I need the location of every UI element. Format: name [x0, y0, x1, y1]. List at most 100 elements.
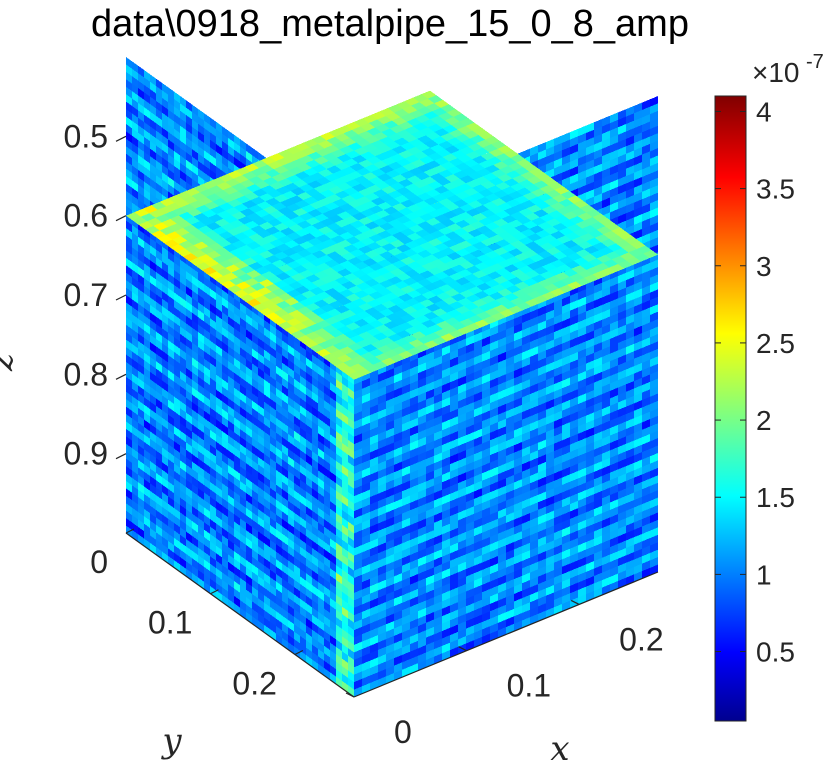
back-cell: [186, 390, 192, 402]
back-cell: [306, 439, 312, 452]
back-cell: [126, 421, 132, 434]
right-cell: [434, 370, 442, 382]
back-cell: [270, 577, 276, 589]
back-cell: [192, 357, 198, 370]
back-cell: [306, 550, 312, 563]
right-cell: [506, 408, 514, 419]
right-cell: [490, 347, 498, 359]
back-cell: [258, 471, 264, 484]
right-cell: [354, 604, 362, 616]
right-cell: [546, 570, 554, 581]
back-cell: [318, 500, 324, 512]
right-cell: [506, 534, 514, 546]
back-cell: [180, 438, 186, 450]
back-cell: [186, 464, 192, 477]
back-cell: [342, 383, 348, 396]
back-cell: [222, 572, 228, 585]
right-cell: [362, 392, 370, 404]
back-cell: [150, 349, 156, 362]
right-cell: [570, 590, 578, 601]
right-cell: [466, 432, 474, 443]
back-cell: [222, 326, 228, 339]
back-cell: [306, 357, 312, 370]
right-cell: [378, 512, 386, 524]
back-cell: [150, 498, 156, 510]
back-cell: [228, 487, 234, 500]
back-cell: [276, 574, 282, 586]
right-cell: [426, 478, 434, 489]
right-cell: [570, 419, 578, 430]
right-cell: [410, 618, 418, 630]
back-cell: [306, 498, 312, 511]
back-cell: [240, 310, 246, 322]
right-cell: [498, 389, 506, 400]
right-cell: [402, 480, 410, 492]
back-cell: [204, 336, 210, 348]
back-cell: [144, 174, 150, 186]
right-cell: [434, 519, 442, 531]
back-cell: [138, 511, 144, 524]
back-cell: [216, 575, 222, 588]
back-cell: [288, 463, 294, 476]
back-cell: [258, 315, 264, 328]
back-cell: [162, 268, 168, 281]
right-cell: [490, 503, 498, 515]
right-cell: [450, 408, 458, 420]
right-cell: [546, 480, 554, 492]
back-cell: [336, 379, 342, 391]
back-cell: [282, 585, 288, 598]
right-cell: [410, 581, 418, 593]
right-cell: [546, 146, 554, 157]
back-cell: [306, 565, 312, 578]
right-cell: [530, 502, 538, 514]
back-cell: [312, 614, 318, 627]
back-cell: [264, 401, 270, 414]
right-cell: [514, 523, 522, 535]
back-cell: [282, 474, 288, 486]
back-cell: [240, 436, 246, 449]
back-cell: [222, 497, 228, 510]
right-cell: [426, 589, 434, 601]
back-cell: [270, 458, 276, 470]
right-cell: [570, 575, 578, 586]
right-cell: [530, 532, 538, 543]
back-cell: [342, 502, 348, 515]
back-cell: [252, 348, 258, 361]
right-cell: [562, 518, 570, 530]
right-cell: [578, 363, 586, 375]
back-cell: [168, 94, 174, 107]
back-cell: [222, 341, 228, 354]
back-cell: [162, 164, 168, 177]
back-cell: [306, 365, 312, 377]
back-cell: [240, 488, 246, 501]
back-cell: [126, 332, 132, 344]
right-cell: [354, 641, 362, 653]
right-cell: [578, 467, 586, 479]
back-cell: [336, 408, 342, 421]
back-cell: [186, 494, 192, 507]
back-cell: [240, 458, 246, 471]
back-cell: [150, 96, 156, 109]
right-cell: [394, 588, 402, 599]
back-cell: [144, 449, 150, 461]
right-cell: [530, 413, 538, 424]
right-cell: [354, 671, 362, 683]
right-cell: [554, 336, 562, 347]
right-cell: [514, 508, 522, 520]
right-cell: [562, 466, 570, 478]
right-cell: [554, 485, 562, 496]
back-cell: [258, 575, 264, 588]
right-cell: [562, 504, 570, 515]
back-cell: [204, 574, 210, 586]
back-cell: [348, 380, 354, 393]
right-cell: [554, 425, 562, 437]
back-cell: [306, 394, 312, 407]
back-cell: [312, 443, 318, 456]
right-cell: [442, 546, 450, 557]
back-cell: [342, 405, 348, 418]
back-cell: [162, 246, 168, 259]
back-cell: [126, 369, 132, 382]
back-cell: [222, 126, 228, 138]
right-cell: [450, 594, 458, 606]
back-cell: [180, 467, 186, 480]
